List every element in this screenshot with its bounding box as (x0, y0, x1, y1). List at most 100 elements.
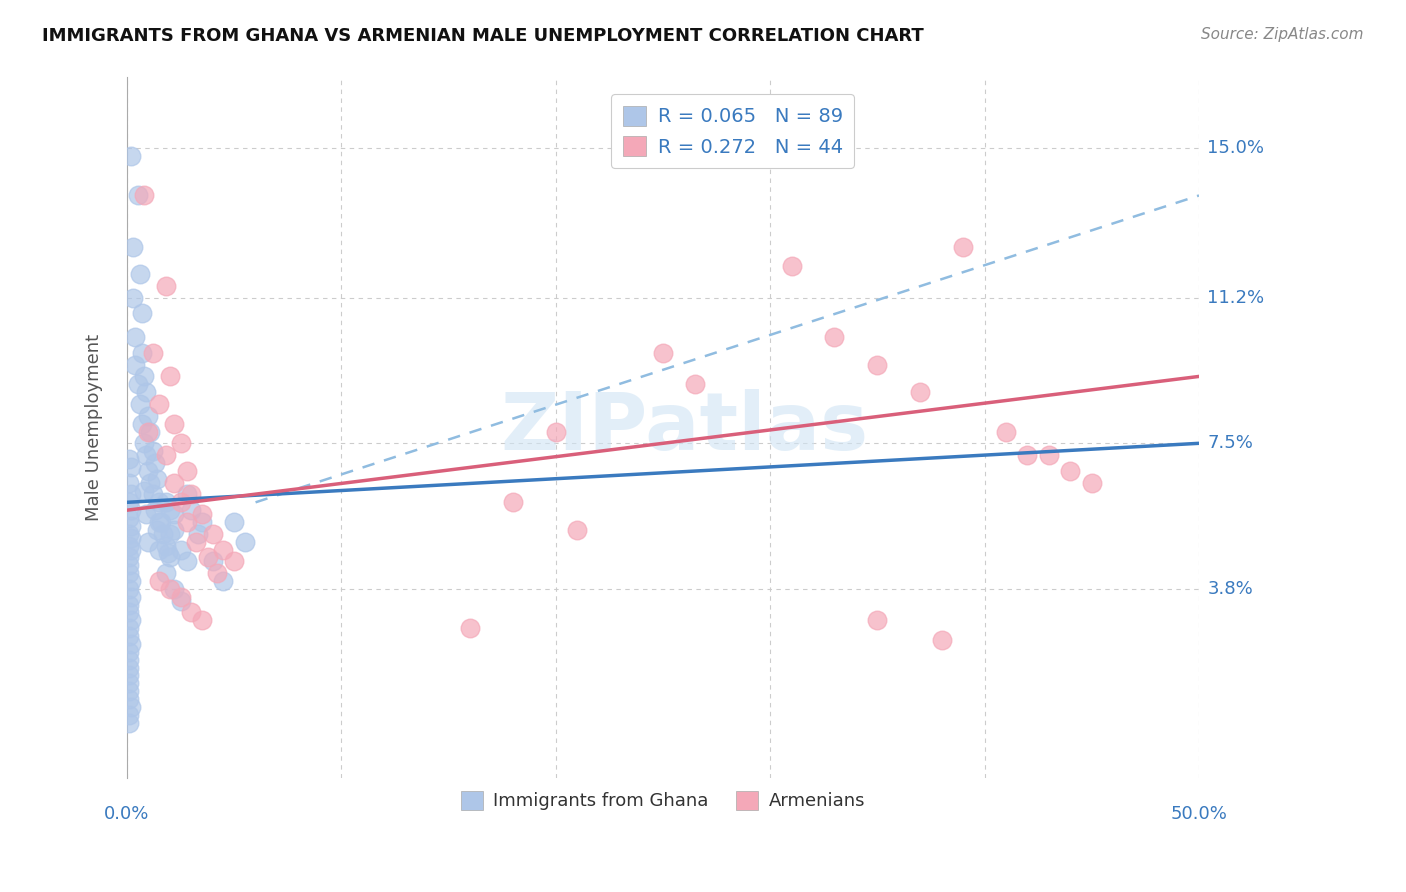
Point (131, 417, 153, 431)
Point (224, 554, 246, 568)
Point (197, 550, 219, 565)
Point (124, 330, 146, 344)
Text: 11.2%: 11.2% (1208, 289, 1264, 307)
Point (118, 629, 141, 643)
Point (163, 582, 186, 596)
Point (176, 554, 198, 568)
Point (118, 475, 141, 490)
Point (780, 260, 803, 274)
Text: IMMIGRANTS FROM GHANA VS ARMENIAN MALE UNEMPLOYMENT CORRELATION CHART: IMMIGRANTS FROM GHANA VS ARMENIAN MALE U… (42, 27, 924, 45)
Point (1038, 448, 1060, 462)
Point (180, 503, 202, 517)
Point (120, 487, 142, 501)
Point (118, 707, 141, 722)
Point (118, 511, 141, 525)
Point (132, 369, 155, 384)
Point (176, 515, 198, 529)
Point (138, 425, 160, 439)
Point (652, 346, 675, 360)
Point (910, 385, 932, 400)
Point (683, 377, 706, 392)
Point (127, 188, 149, 202)
Point (118, 452, 141, 467)
Point (155, 539, 177, 553)
Point (132, 436, 155, 450)
Point (118, 495, 141, 509)
Text: 0.0%: 0.0% (104, 805, 149, 823)
Point (124, 358, 146, 372)
Point (169, 495, 191, 509)
Point (156, 546, 179, 560)
Point (120, 519, 142, 533)
Point (212, 542, 235, 557)
Point (120, 613, 142, 627)
Point (180, 487, 202, 501)
Point (122, 239, 145, 253)
Point (567, 523, 589, 537)
Point (118, 668, 141, 682)
Point (544, 425, 567, 439)
Point (128, 397, 150, 411)
Point (233, 534, 256, 549)
Point (142, 346, 165, 360)
Point (159, 550, 181, 565)
Text: 7.5%: 7.5% (1208, 434, 1253, 452)
Point (201, 554, 224, 568)
Point (148, 542, 170, 557)
Point (142, 487, 165, 501)
Point (163, 475, 186, 490)
Point (120, 637, 142, 651)
Point (146, 472, 169, 486)
Point (118, 676, 141, 690)
Point (120, 699, 142, 714)
Point (169, 436, 191, 450)
Point (118, 621, 141, 635)
Text: 15.0%: 15.0% (1208, 139, 1264, 157)
Point (120, 531, 142, 545)
Point (187, 526, 209, 541)
Point (191, 515, 214, 529)
Point (191, 507, 214, 521)
Point (131, 346, 153, 360)
Point (135, 507, 157, 521)
Point (502, 495, 524, 509)
Point (159, 526, 181, 541)
Text: 50.0%: 50.0% (1171, 805, 1227, 823)
Point (155, 279, 177, 293)
Point (128, 267, 150, 281)
Point (148, 574, 170, 588)
Point (118, 606, 141, 620)
Point (176, 487, 198, 501)
Point (118, 582, 141, 596)
Point (163, 417, 186, 431)
Point (224, 515, 246, 529)
Point (143, 503, 166, 517)
Point (148, 495, 170, 509)
Point (159, 582, 181, 596)
Point (118, 566, 141, 581)
Point (118, 692, 141, 706)
Point (139, 425, 162, 439)
Point (952, 239, 974, 253)
Point (118, 558, 141, 573)
Y-axis label: Male Unemployment: Male Unemployment (86, 334, 103, 521)
Point (995, 425, 1018, 439)
Point (120, 542, 142, 557)
Point (118, 526, 141, 541)
Point (118, 598, 141, 612)
Point (155, 495, 177, 509)
Point (155, 566, 177, 581)
Point (169, 593, 191, 607)
Point (120, 503, 142, 517)
Point (118, 539, 141, 553)
Point (1059, 464, 1081, 478)
Text: Source: ZipAtlas.com: Source: ZipAtlas.com (1201, 27, 1364, 42)
Point (163, 523, 186, 537)
Text: ZIPatlas: ZIPatlas (501, 389, 869, 467)
Point (931, 633, 953, 648)
Point (1017, 448, 1039, 462)
Point (191, 613, 214, 627)
Point (212, 574, 235, 588)
Point (131, 306, 153, 320)
Point (866, 358, 889, 372)
